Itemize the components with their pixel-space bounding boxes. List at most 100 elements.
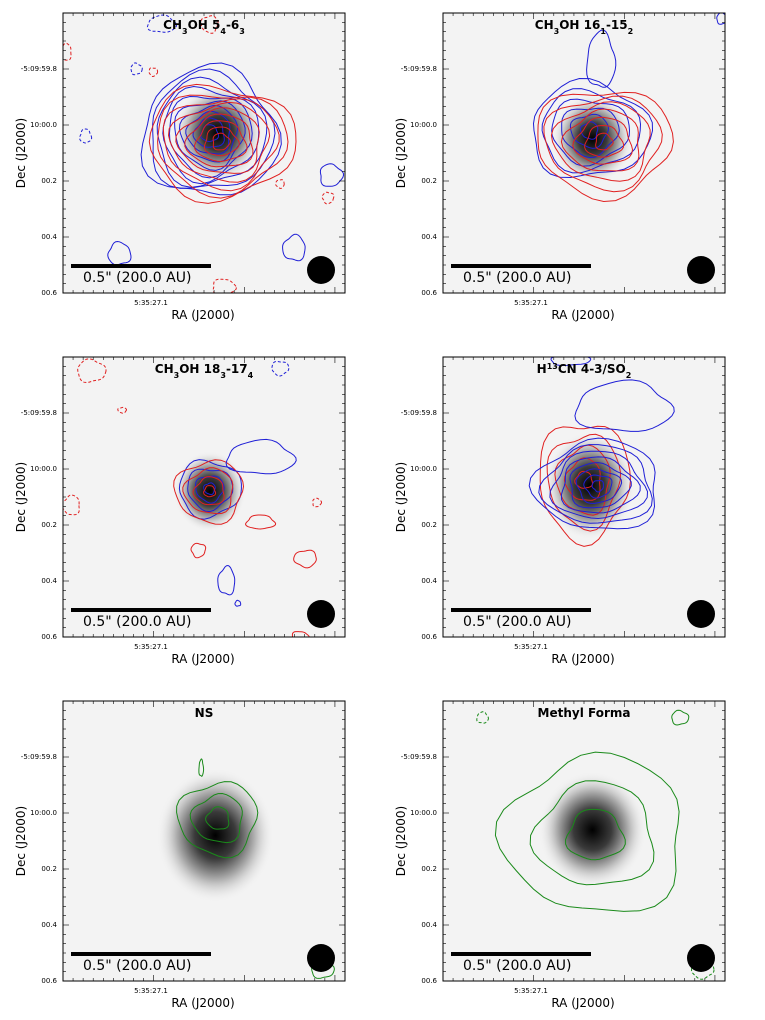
contour-blob xyxy=(586,29,617,88)
tick-marks xyxy=(63,701,345,981)
contour-blob xyxy=(146,14,178,33)
contour-level xyxy=(182,467,234,515)
contour-level xyxy=(148,83,297,204)
x-tick-label: 5:35:27.1 xyxy=(134,987,168,995)
y-axis-label: Dec (J2000) xyxy=(394,806,408,876)
y-tick-label: -5:09:59.8 xyxy=(21,409,57,417)
contour-blob xyxy=(291,631,310,637)
contour-level xyxy=(528,437,656,530)
contour-blob xyxy=(63,42,72,61)
contour-level xyxy=(537,91,674,203)
contour-level xyxy=(203,485,217,498)
contour-blob xyxy=(117,406,128,414)
contour-set-green xyxy=(176,781,259,859)
panel-title: NS xyxy=(195,706,214,720)
y-tick-label: -5:09:59.8 xyxy=(401,753,437,761)
y-tick-label: 10:00.0 xyxy=(410,121,437,129)
contour-level xyxy=(205,806,230,830)
contour-level xyxy=(574,470,594,489)
contour-level xyxy=(543,95,663,193)
y-axis-label: Dec (J2000) xyxy=(14,806,28,876)
y-tick-label: 00.6 xyxy=(41,289,57,297)
contour-level xyxy=(167,101,271,183)
y-tick-label: 10:00.0 xyxy=(410,465,437,473)
y-tick-label: 00.4 xyxy=(41,921,57,929)
y-tick-label: 00.2 xyxy=(421,177,437,185)
panel-6: Methyl Forma 0.5" (200.0 AU) -5:09:59.8 10:… xyxy=(394,700,726,1010)
y-tick-label: -5:09:59.8 xyxy=(21,753,57,761)
contour-blob xyxy=(319,163,345,187)
tick-marks xyxy=(63,357,345,637)
contour-level xyxy=(494,751,680,912)
panel-2: CH3OH 161-152 0.5" (200.0 AU) -5:09:59.8 10… xyxy=(394,12,726,322)
contour-level xyxy=(156,76,268,188)
scale-bar-label: 0.5" (200.0 AU) xyxy=(463,270,571,286)
scale-bar-label: 0.5" (200.0 AU) xyxy=(463,958,571,974)
y-axis-label: Dec (J2000) xyxy=(14,118,28,188)
y-tick-label: 00.6 xyxy=(41,977,57,985)
scale-bar-label: 0.5" (200.0 AU) xyxy=(463,614,571,630)
y-tick-label: 00.4 xyxy=(421,577,437,585)
contour-set-red xyxy=(537,91,674,203)
contour-level xyxy=(178,104,239,163)
panel-title: CH3OH 54-63 xyxy=(163,18,245,36)
beam-ellipse xyxy=(307,256,335,284)
contour-level xyxy=(529,780,655,886)
y-tick-label: 00.2 xyxy=(41,177,57,185)
y-tick-label: 10:00.0 xyxy=(410,809,437,817)
contour-level xyxy=(569,113,610,149)
contour-level xyxy=(184,113,254,168)
contour-level xyxy=(575,468,623,504)
contour-blob xyxy=(550,357,592,367)
contour-level xyxy=(175,107,260,174)
x-axis-label: RA (J2000) xyxy=(551,308,614,322)
x-tick-label: 5:35:27.1 xyxy=(514,299,548,307)
contour-blob xyxy=(271,361,290,377)
contour-blob xyxy=(212,278,237,293)
panel-title: CH3OH 183-174 xyxy=(155,362,254,380)
contour-level xyxy=(195,475,225,504)
contour-level xyxy=(173,459,245,525)
contour-level xyxy=(569,462,632,509)
contour-level xyxy=(563,457,601,501)
contour-level xyxy=(203,126,240,157)
x-axis-label: RA (J2000) xyxy=(171,308,234,322)
contour-blob xyxy=(476,711,489,724)
contour-blob xyxy=(282,233,306,262)
y-tick-label: 00.4 xyxy=(421,921,437,929)
contour-blob xyxy=(217,564,236,596)
contour-blob xyxy=(130,62,143,76)
contour-level xyxy=(560,108,640,172)
contour-level xyxy=(572,116,634,165)
contour-level xyxy=(185,110,231,155)
contour-set-red xyxy=(148,83,297,204)
beam-ellipse xyxy=(687,600,715,628)
contour-blob xyxy=(671,709,690,726)
contour-level xyxy=(157,94,289,199)
contour-blob xyxy=(200,15,219,34)
contour-level xyxy=(189,792,243,844)
y-tick-label: 00.4 xyxy=(41,233,57,241)
x-tick-label: 5:35:27.1 xyxy=(134,643,168,651)
contour-level xyxy=(595,132,614,151)
y-tick-label: 00.4 xyxy=(41,577,57,585)
emission-peak xyxy=(173,451,246,532)
contour-blob xyxy=(198,758,205,777)
contour-level xyxy=(212,132,231,151)
x-tick-label: 5:35:27.1 xyxy=(514,643,548,651)
x-axis-label: RA (J2000) xyxy=(171,652,234,666)
contour-level xyxy=(192,476,225,506)
y-tick-label: 00.6 xyxy=(421,633,437,641)
contour-blob xyxy=(690,961,715,980)
contour-set-red xyxy=(173,459,245,525)
scale-bar-label: 0.5" (200.0 AU) xyxy=(83,958,191,974)
contour-level xyxy=(539,425,632,547)
contour-level xyxy=(549,450,649,520)
contour-blob xyxy=(79,128,93,144)
y-axis-label: Dec (J2000) xyxy=(394,118,408,188)
x-tick-label: 5:35:27.1 xyxy=(514,987,548,995)
contour-blob xyxy=(574,379,675,432)
contour-level xyxy=(583,474,613,499)
contour-level xyxy=(550,101,651,182)
beam-ellipse xyxy=(307,600,335,628)
